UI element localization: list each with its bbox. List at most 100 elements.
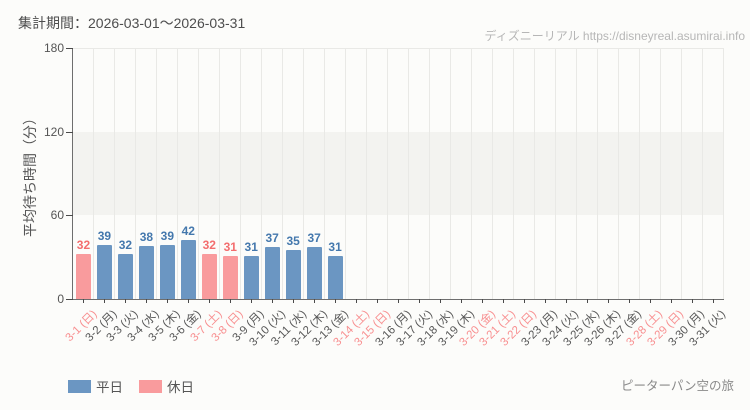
- grid-line: [366, 48, 368, 299]
- x-tick-mark: [167, 299, 169, 303]
- x-tick-mark: [439, 299, 441, 303]
- bar-value-label: 32: [76, 238, 91, 253]
- x-tick-mark: [335, 299, 337, 303]
- y-tick-label: 0: [57, 292, 64, 306]
- weekday-bar[interactable]: [285, 250, 301, 299]
- grid-line: [156, 48, 158, 299]
- x-tick-mark: [398, 299, 399, 303]
- y-tick-label: 180: [43, 41, 64, 55]
- x-tick-mark: [230, 299, 232, 303]
- x-tick-mark: [356, 299, 358, 303]
- x-tick-mark: [251, 299, 253, 303]
- grid-line: [345, 48, 347, 299]
- holiday-bar[interactable]: [201, 254, 217, 299]
- weekday-bar[interactable]: [138, 246, 154, 299]
- y-tick-mark: [66, 215, 73, 217]
- x-tick-mark: [418, 299, 420, 303]
- y-tick-label: 120: [43, 124, 64, 139]
- bar-value-label: 38: [139, 230, 154, 245]
- bar-value-label: 39: [97, 228, 112, 243]
- grid-line: [491, 48, 493, 299]
- weekday-bar[interactable]: [117, 254, 133, 299]
- grid-line: [638, 48, 640, 299]
- holiday-bar[interactable]: [75, 254, 91, 299]
- x-tick-mark: [272, 299, 274, 303]
- weekday-bar[interactable]: [306, 247, 322, 299]
- holiday-bar[interactable]: [222, 255, 238, 299]
- x-tick-mark: [146, 299, 148, 303]
- legend-item-weekday[interactable]: 平日: [68, 376, 123, 396]
- grid-line: [428, 48, 430, 299]
- x-tick-mark: [607, 299, 609, 303]
- weekday-bar[interactable]: [264, 247, 280, 299]
- grid-line-top: [73, 48, 724, 49]
- x-tick-mark: [293, 299, 295, 303]
- weekday-bar[interactable]: [243, 255, 259, 299]
- bar-value-label: 37: [265, 231, 279, 246]
- grid-line: [261, 48, 263, 299]
- legend-label-holiday: 休日: [167, 380, 194, 395]
- x-tick-mark: [544, 299, 546, 303]
- x-tick-mark: [83, 299, 85, 303]
- x-tick-mark: [188, 299, 190, 303]
- grid-line: [575, 48, 577, 299]
- grid-line: [303, 48, 305, 299]
- grid-line: [617, 48, 619, 299]
- grid-line: [282, 48, 284, 299]
- bar-value-label: 35: [286, 234, 300, 249]
- site-watermark: ディズニーリアル https://disneyreal.asumirai.inf…: [484, 29, 745, 43]
- grid-line: [407, 48, 409, 299]
- bar-value-label: 31: [244, 239, 258, 254]
- bar-value-label: 31: [328, 239, 342, 254]
- holiday-color-swatch: [139, 379, 162, 393]
- weekday-color-swatch: [68, 379, 91, 393]
- y-tick-mark: [66, 48, 73, 49]
- grid-line: [93, 48, 95, 299]
- grid-line: [722, 48, 724, 299]
- grid-line: [680, 48, 682, 299]
- x-tick-mark: [523, 299, 525, 303]
- grid-line: [114, 48, 116, 299]
- x-tick-mark: [460, 299, 462, 303]
- weekday-bar[interactable]: [180, 240, 196, 299]
- grid-line: [659, 48, 661, 299]
- grid-line: [177, 48, 179, 299]
- grid-line: [701, 48, 703, 299]
- legend-label-weekday: 平日: [96, 380, 123, 395]
- x-tick-mark: [565, 299, 567, 303]
- weekday-bar[interactable]: [327, 255, 343, 299]
- x-tick-mark: [712, 299, 714, 303]
- plot-area[interactable]: 3-1 (日) 32 3-2 (月) 39 3-3 (火) 32 3-4 (水) 38 3-5 …: [63, 48, 728, 349]
- x-tick-mark: [691, 299, 693, 303]
- grid-line: [533, 48, 535, 299]
- x-tick-mark: [670, 299, 672, 303]
- x-tick-mark: [628, 299, 630, 303]
- grid-line: [240, 48, 242, 299]
- y-tick-mark: [66, 131, 73, 133]
- x-tick-mark: [502, 299, 504, 303]
- x-tick-mark: [649, 299, 651, 303]
- weekday-bar[interactable]: [96, 244, 112, 299]
- bar-value-label: 31: [223, 239, 237, 254]
- x-tick-mark: [481, 299, 483, 303]
- y-tick-label: 60: [50, 208, 64, 223]
- y-tick-mark: [66, 299, 73, 300]
- x-tick-mark: [104, 299, 106, 303]
- grid-line: [198, 48, 200, 299]
- grid-line: [596, 48, 598, 299]
- grid-line: [219, 48, 221, 299]
- grid-line: [512, 48, 514, 299]
- x-tick-mark: [125, 299, 127, 303]
- grid-line: [387, 48, 389, 299]
- weekday-bar[interactable]: [159, 244, 175, 299]
- grid-line: [449, 48, 451, 299]
- x-tick-mark: [314, 299, 316, 303]
- grid-line: [554, 48, 556, 299]
- legend-item-holiday[interactable]: 休日: [139, 376, 194, 396]
- grid-line: [324, 48, 326, 299]
- aggregation-period-label: 集計期間：2026-03-01～2026-03-31: [18, 15, 246, 31]
- bar-value-label: 32: [202, 238, 216, 253]
- bar-value-label: 37: [307, 231, 321, 246]
- attraction-name-label: ピーターパン空の旅: [620, 379, 734, 393]
